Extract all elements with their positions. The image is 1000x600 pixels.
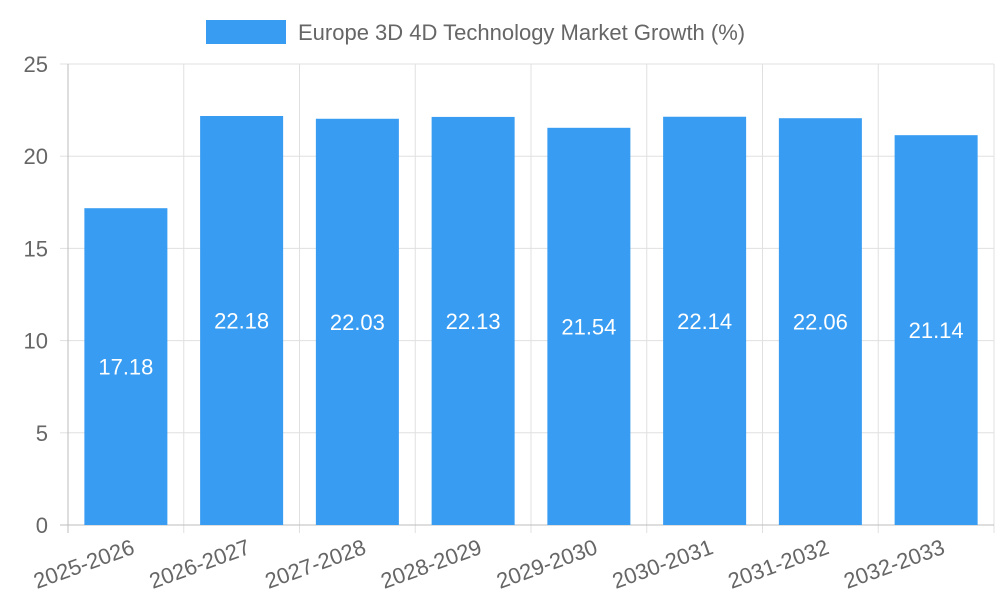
- y-tick-label: 5: [36, 421, 48, 446]
- x-tick-label: 2027-2028: [262, 534, 369, 593]
- x-tick-label: 2029-2030: [493, 534, 600, 593]
- bar: [200, 116, 284, 526]
- bar: [84, 208, 168, 525]
- y-tick-label: 25: [24, 52, 48, 77]
- data-label: 22.14: [677, 309, 732, 334]
- bar: [663, 116, 747, 525]
- x-axis-tick-labels: 2025-2026 2026-2027 2027-2028 2028-2029 2029…: [30, 534, 948, 593]
- x-tick-label: 2025-2026: [30, 534, 137, 593]
- x-tick-label: 2031-2032: [725, 534, 832, 593]
- x-tick-label: 2030-2031: [609, 534, 716, 593]
- y-tick-label: 10: [24, 329, 48, 354]
- data-label: 17.18: [98, 355, 153, 380]
- legend-swatch: [206, 20, 286, 44]
- data-label: 22.18: [214, 309, 269, 334]
- legend-label: Europe 3D 4D Technology Market Growth (%…: [298, 20, 745, 45]
- bar: [894, 135, 978, 525]
- legend[interactable]: Europe 3D 4D Technology Market Growth (%…: [206, 20, 745, 45]
- x-tick-label: 2028-2029: [377, 534, 484, 593]
- bar: [315, 118, 399, 526]
- bars: [84, 116, 978, 526]
- bar: [778, 118, 862, 526]
- x-tick-label: 2026-2027: [146, 534, 253, 593]
- y-tick-label: 0: [36, 513, 48, 538]
- bar: [547, 127, 631, 525]
- data-label: 22.03: [330, 310, 385, 335]
- y-axis-tick-labels: 0 5 10 15 20 25: [24, 52, 48, 538]
- bar: [431, 116, 515, 526]
- x-tick-label: 2032-2033: [840, 534, 947, 593]
- data-labels: 17.18 22.18 22.03 22.13 21.54 22.14 22.06 21.14: [98, 309, 963, 380]
- data-label: 21.14: [909, 318, 964, 343]
- data-label: 22.06: [793, 310, 848, 335]
- data-label: 22.13: [446, 309, 501, 334]
- y-tick-label: 20: [24, 144, 48, 169]
- data-label: 21.54: [561, 314, 616, 339]
- y-tick-label: 15: [24, 236, 48, 261]
